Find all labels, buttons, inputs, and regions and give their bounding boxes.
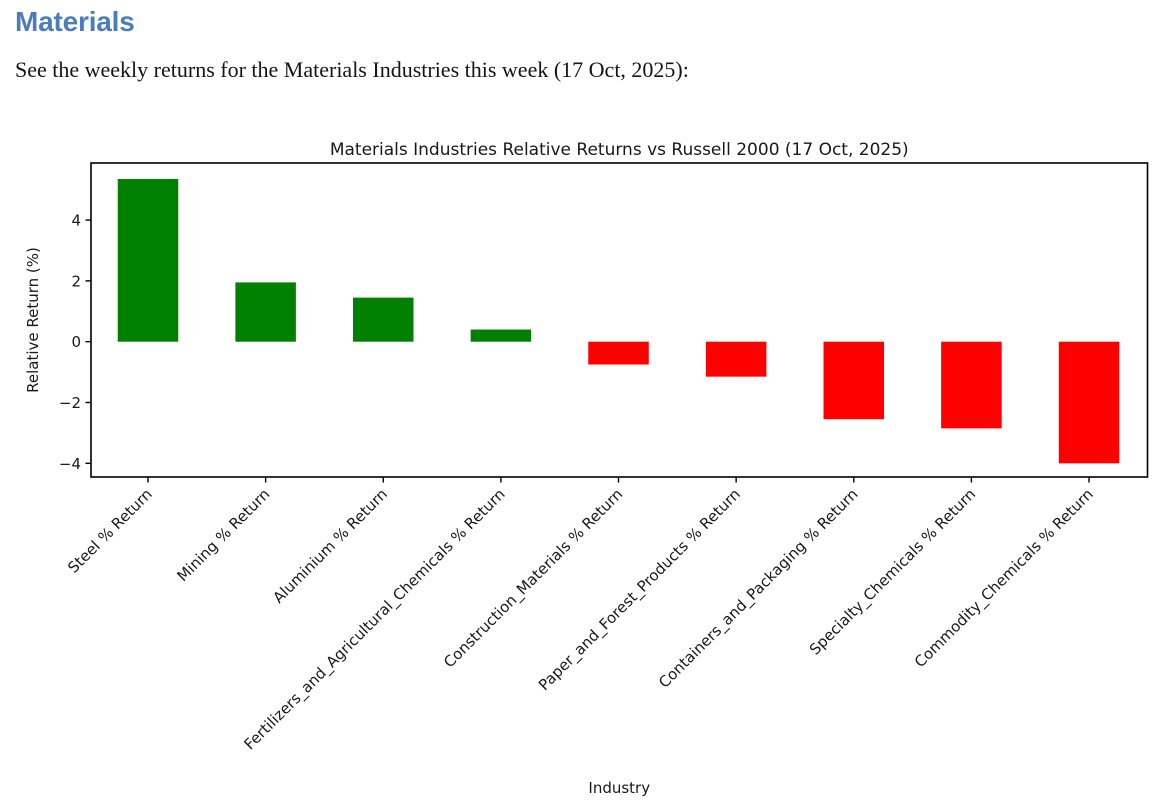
x-tick-label: Containers_and_Packaging % Return (655, 485, 862, 692)
y-tick-label: −4 (59, 455, 81, 473)
x-tick-label: Mining % Return (173, 485, 273, 585)
x-tick-label: Aluminium % Return (269, 485, 391, 607)
plot-frame (90, 162, 1149, 478)
x-tick-label: Paper_and_Forest_Products % Return (535, 485, 745, 695)
y-tick-label: 2 (71, 272, 81, 290)
chart-title: Materials Industries Relative Returns vs… (330, 140, 909, 160)
bar (470, 329, 532, 342)
bar (1058, 341, 1120, 464)
x-tick-label: Fertilizers_and_Agricultural_Chemicals %… (240, 485, 509, 754)
y-tick-label: −2 (59, 394, 81, 412)
page-title: Materials (15, 6, 135, 37)
bar-chart: Materials Industries Relative Returns vs… (24, 140, 1149, 797)
x-tick-label: Steel % Return (64, 485, 156, 577)
y-axis-label: Relative Return (%) (24, 247, 42, 393)
y-tick-label: 4 (71, 212, 81, 230)
y-tick-label: 0 (71, 333, 81, 351)
bar (941, 341, 1002, 429)
bar (235, 282, 296, 342)
bar (117, 179, 179, 342)
bar-chart-figure: Materials Industries Relative Returns vs… (0, 130, 1156, 806)
bar (588, 341, 649, 365)
intro-text: See the weekly returns for the Materials… (15, 57, 689, 82)
bar (353, 297, 414, 342)
x-axis-label: Industry (588, 779, 650, 797)
bar (823, 341, 885, 420)
bar (705, 341, 767, 377)
